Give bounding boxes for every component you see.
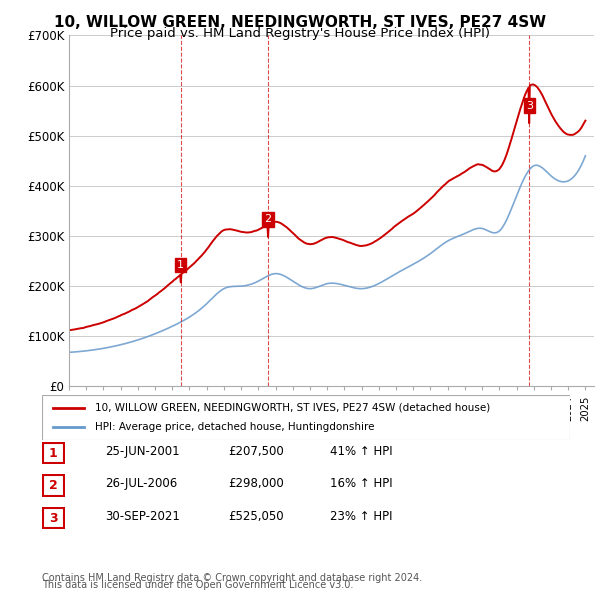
FancyBboxPatch shape [42,395,570,440]
FancyBboxPatch shape [43,476,64,496]
Text: 10, WILLOW GREEN, NEEDINGWORTH, ST IVES, PE27 4SW (detached house): 10, WILLOW GREEN, NEEDINGWORTH, ST IVES,… [95,403,490,412]
Text: 10, WILLOW GREEN, NEEDINGWORTH, ST IVES, PE27 4SW: 10, WILLOW GREEN, NEEDINGWORTH, ST IVES,… [54,15,546,30]
Text: 3: 3 [526,101,533,110]
Text: 2: 2 [49,479,58,492]
FancyBboxPatch shape [43,508,64,528]
Text: HPI: Average price, detached house, Huntingdonshire: HPI: Average price, detached house, Hunt… [95,422,374,432]
Text: Contains HM Land Registry data © Crown copyright and database right 2024.: Contains HM Land Registry data © Crown c… [42,573,422,583]
Text: 30-SEP-2021: 30-SEP-2021 [105,510,180,523]
Text: 1: 1 [49,447,58,460]
Text: £207,500: £207,500 [228,445,284,458]
Text: 3: 3 [49,512,58,525]
Text: 26-JUL-2006: 26-JUL-2006 [105,477,177,490]
Text: This data is licensed under the Open Government Licence v3.0.: This data is licensed under the Open Gov… [42,580,353,590]
FancyBboxPatch shape [43,443,64,463]
Text: £298,000: £298,000 [228,477,284,490]
Text: 41% ↑ HPI: 41% ↑ HPI [330,445,392,458]
Text: Price paid vs. HM Land Registry's House Price Index (HPI): Price paid vs. HM Land Registry's House … [110,27,490,40]
Text: 25-JUN-2001: 25-JUN-2001 [105,445,179,458]
Text: 2: 2 [265,215,272,224]
Text: 1: 1 [177,260,184,270]
Text: 23% ↑ HPI: 23% ↑ HPI [330,510,392,523]
Text: £525,050: £525,050 [228,510,284,523]
Text: 16% ↑ HPI: 16% ↑ HPI [330,477,392,490]
